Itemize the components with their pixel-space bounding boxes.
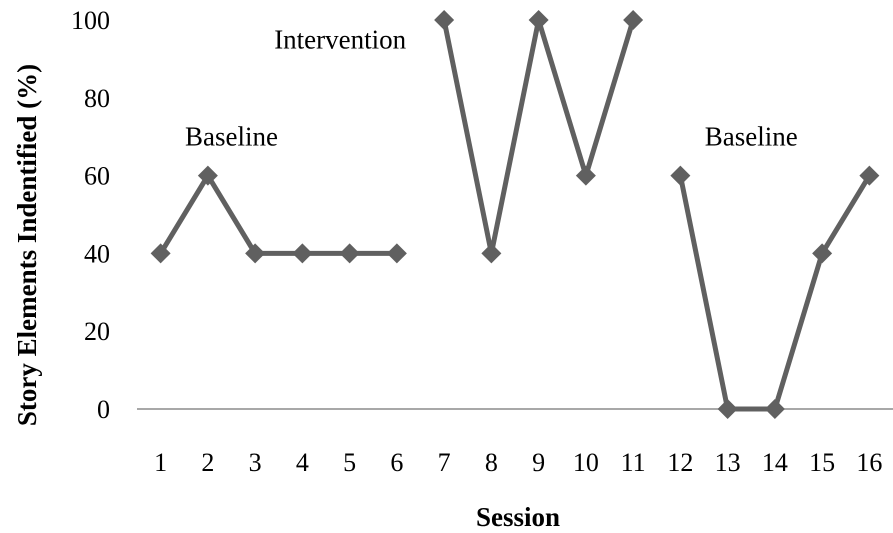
data-point-marker <box>386 243 407 264</box>
phase-annotation: Baseline <box>185 122 278 152</box>
series-group <box>150 10 880 419</box>
x-tick-label: 12 <box>667 448 693 477</box>
data-point-marker <box>481 243 502 264</box>
data-point-marker <box>812 243 833 264</box>
y-axis-label: Story Elements Indentified (%) <box>12 64 42 426</box>
data-point-marker <box>623 10 644 30</box>
data-point-marker <box>150 243 171 264</box>
x-axis-label: Session <box>476 502 560 532</box>
x-tick-label: 9 <box>532 448 545 477</box>
data-point-marker <box>717 399 738 419</box>
x-tick-label: 16 <box>856 448 882 477</box>
x-tick-label: 11 <box>621 448 646 477</box>
y-tick-label: 80 <box>84 84 110 113</box>
y-tick-label: 60 <box>84 162 110 191</box>
y-tick-label: 40 <box>84 239 110 268</box>
y-axis-ticks: 0 20 40 60 80 100 <box>71 6 110 424</box>
data-point-marker <box>575 165 596 186</box>
x-tick-label: 15 <box>809 448 835 477</box>
data-point-marker <box>245 243 266 264</box>
x-tick-label: 6 <box>390 448 403 477</box>
data-point-marker <box>764 399 785 419</box>
annotations: Baseline Intervention Baseline <box>185 24 798 151</box>
x-axis-ticks: 1 2 3 4 5 6 7 8 9 10 11 12 13 14 15 16 <box>154 448 882 477</box>
series-line-phase-3 <box>677 174 872 412</box>
data-point-marker <box>528 10 549 30</box>
series-line-phase-2 <box>441 17 636 256</box>
x-tick-label: 4 <box>296 448 309 477</box>
phase-annotation: Intervention <box>274 24 406 54</box>
data-point-marker <box>670 165 691 186</box>
x-tick-label: 3 <box>249 448 262 477</box>
y-tick-label: 20 <box>84 317 110 346</box>
data-point-marker <box>859 165 880 186</box>
data-point-marker <box>292 243 313 264</box>
x-tick-label: 1 <box>154 448 167 477</box>
x-tick-label: 5 <box>343 448 356 477</box>
y-tick-label: 100 <box>71 6 110 35</box>
x-tick-label: 10 <box>573 448 599 477</box>
x-tick-label: 2 <box>201 448 214 477</box>
data-point-marker <box>434 10 455 30</box>
x-tick-label: 8 <box>485 448 498 477</box>
x-tick-label: 7 <box>438 448 451 477</box>
data-point-marker <box>197 165 218 186</box>
data-point-marker <box>339 243 360 264</box>
y-tick-label: 0 <box>97 395 110 424</box>
x-tick-label: 13 <box>715 448 741 477</box>
x-tick-label: 14 <box>762 448 788 477</box>
phase-annotation: Baseline <box>705 122 798 152</box>
series-line-phase-1 <box>158 173 397 256</box>
